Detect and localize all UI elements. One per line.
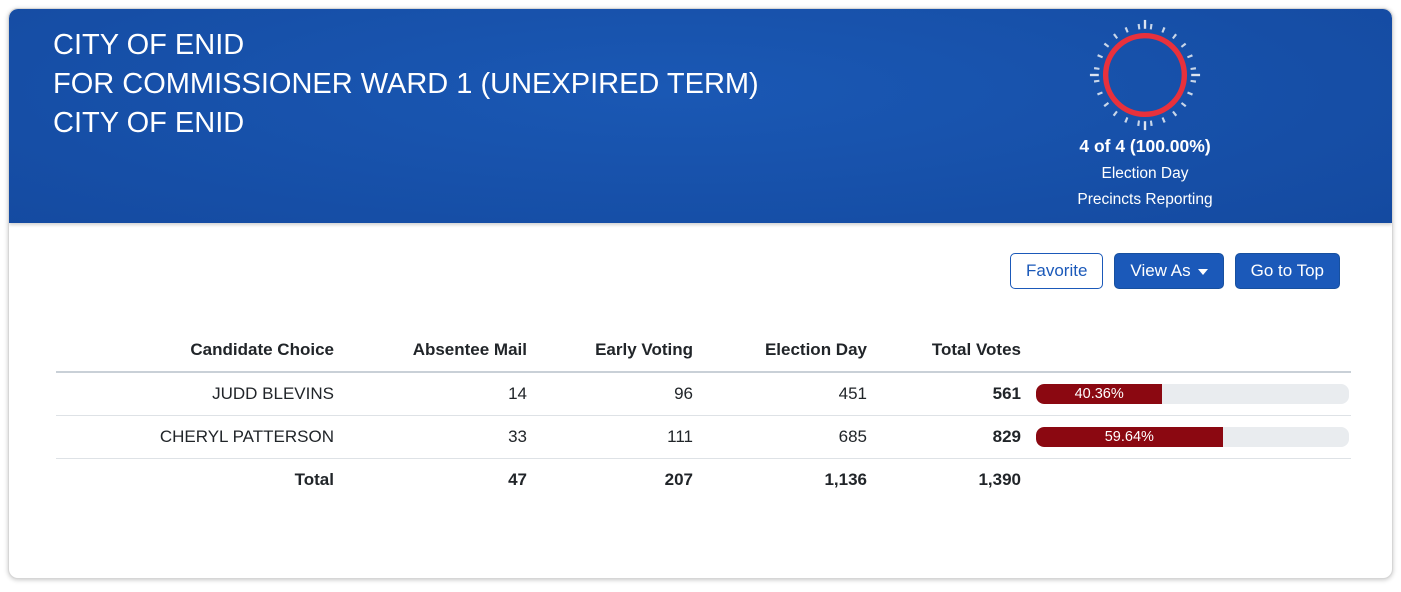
col-header-election-day: Election Day: [693, 333, 867, 373]
contest-header: CITY OF ENID FOR COMMISSIONER WARD 1 (UN…: [9, 9, 1392, 223]
precincts-label-line1: Election Day: [1101, 165, 1189, 182]
col-header-absentee-mail: Absentee Mail: [334, 333, 527, 373]
contest-title-county: CITY OF ENID: [53, 29, 245, 61]
early-voting-value: 111: [527, 415, 693, 459]
percent-bar-track: 59.64%: [1036, 426, 1349, 447]
contest-titles: CITY OF ENID FOR COMMISSIONER WARD 1 (UN…: [9, 9, 759, 223]
percent-bar-track: 40.36%: [1036, 383, 1349, 404]
election-day-value: 451: [693, 371, 867, 416]
table-header-row: Candidate Choice Absentee Mail Early Vot…: [56, 333, 1351, 373]
total-votes-value: 829: [867, 415, 1021, 459]
contest-title-race: FOR COMMISSIONER WARD 1 (UNEXPIRED TERM): [53, 68, 759, 100]
precincts-summary: 4 of 4 (100.00%): [1079, 136, 1211, 156]
view-as-button[interactable]: View As: [1114, 253, 1224, 289]
early-voting-value: 96: [527, 371, 693, 416]
percent-bar-cell: 59.64%: [1021, 415, 1351, 459]
percent-label: 59.64%: [1104, 428, 1154, 445]
col-header-early-voting: Early Voting: [527, 333, 693, 373]
percent-bar-cell: 40.36%: [1021, 371, 1351, 416]
total-row: Total 47 207 1,136 1,390: [56, 458, 1351, 501]
table-row: JUDD BLEVINS 14 96 451 561 40.36%: [56, 371, 1351, 416]
election-day-total: 1,136: [824, 469, 867, 489]
total-votes-total: 1,390: [978, 469, 1021, 489]
col-header-percent-bar: [1021, 333, 1351, 373]
go-to-top-button[interactable]: Go to Top: [1234, 253, 1340, 289]
absentee-mail-value: 14: [334, 371, 527, 416]
total-label: Total: [294, 469, 334, 489]
toolbar: Favorite View As Go to Top: [9, 253, 1340, 289]
results-table-container: Candidate Choice Absentee Mail Early Vot…: [56, 333, 1351, 501]
table-row: CHERYL PATTERSON 33 111 685 829 59.64%: [56, 415, 1351, 459]
precincts-gauge-icon: [1089, 19, 1201, 131]
view-as-label: View As: [1130, 261, 1191, 280]
election-day-value: 685: [693, 415, 867, 459]
candidate-name: CHERYL PATTERSON: [56, 415, 334, 459]
early-voting-total: 207: [664, 469, 693, 489]
precincts-reporting-panel: 4 of 4 (100.00%) Election Day Precincts …: [1030, 9, 1260, 223]
results-table: Candidate Choice Absentee Mail Early Vot…: [56, 333, 1351, 501]
favorite-button[interactable]: Favorite: [1010, 253, 1104, 289]
percent-bar-fill: 40.36%: [1036, 383, 1163, 404]
absentee-mail-value: 33: [334, 415, 527, 459]
caret-down-icon: [1197, 268, 1208, 275]
total-votes-value: 561: [867, 371, 1021, 416]
results-card: CITY OF ENID FOR COMMISSIONER WARD 1 (UN…: [8, 8, 1393, 579]
percent-bar-cell-empty: [1021, 458, 1351, 501]
percent-label: 40.36%: [1074, 385, 1124, 402]
absentee-mail-total: 47: [508, 469, 527, 489]
col-header-candidate-choice: Candidate Choice: [56, 333, 334, 373]
precincts-label-line2: Precincts Reporting: [1077, 191, 1213, 208]
col-header-total-votes: Total Votes: [867, 333, 1021, 373]
candidate-name: JUDD BLEVINS: [56, 371, 334, 416]
percent-bar-fill: 59.64%: [1036, 426, 1223, 447]
contest-title-jurisdiction: CITY OF ENID: [53, 107, 245, 139]
